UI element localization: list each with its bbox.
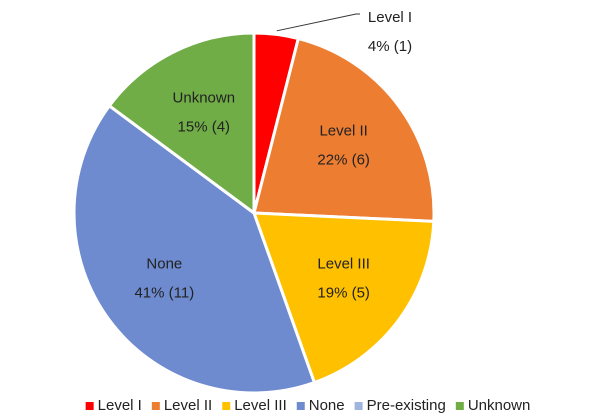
pie-slice xyxy=(72,103,317,395)
slice-label: None xyxy=(146,255,182,272)
pie-slice xyxy=(252,36,436,223)
legend-swatch xyxy=(222,402,231,410)
slice-value-label: 19% (5) xyxy=(317,284,370,301)
slice-value-label: 4% (1) xyxy=(368,38,412,55)
legend-label: Level I xyxy=(98,397,142,414)
legend-swatch xyxy=(354,402,363,410)
legend-label: Pre-existing xyxy=(367,397,446,414)
slice-label: Level II xyxy=(319,123,367,140)
leader-line xyxy=(276,13,360,32)
slice-label: Unknown xyxy=(173,89,236,106)
pie-slice xyxy=(107,31,256,216)
legend-label: Level II xyxy=(164,397,212,414)
slice-value-label: 22% (6) xyxy=(317,152,370,169)
slice-label: Level III xyxy=(317,255,370,272)
legend: Level I Level II Level III None Pre-existing… xyxy=(85,397,531,414)
legend-swatch xyxy=(455,402,464,410)
slice-label: Level I xyxy=(368,9,412,26)
pie-slice xyxy=(251,211,436,385)
legend-label: Unknown xyxy=(468,397,531,414)
slice-value-label: 41% (11) xyxy=(134,284,194,301)
slice-value-label: 15% (4) xyxy=(178,118,231,135)
legend-label: Level III xyxy=(234,397,287,414)
legend-swatch xyxy=(85,402,94,410)
legend-swatch xyxy=(151,402,160,410)
legend-swatch xyxy=(296,402,305,410)
legend-label: None xyxy=(309,397,345,414)
